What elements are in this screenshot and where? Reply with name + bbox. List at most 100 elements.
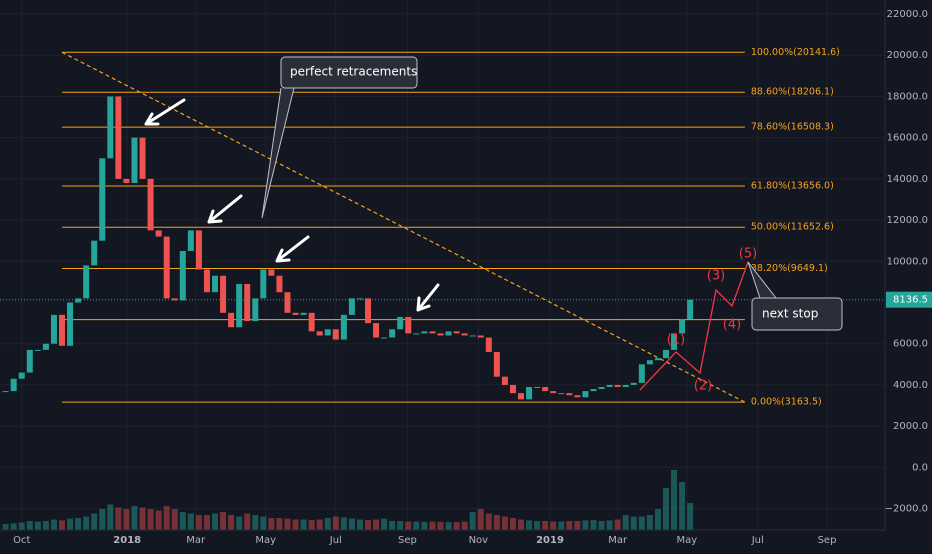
volume-bar (236, 516, 243, 530)
arrows (144, 98, 440, 312)
volume-bar (646, 515, 653, 530)
candle (83, 265, 90, 299)
volume-bar (614, 519, 621, 530)
wave-label: (5) (739, 247, 757, 262)
volume-bar (534, 521, 541, 530)
candle (212, 275, 219, 293)
volume-bar (42, 521, 49, 530)
candle (50, 314, 57, 344)
x-tick-label: May (255, 535, 276, 546)
volume-bar (155, 510, 162, 530)
candle (558, 393, 565, 395)
candle (115, 96, 122, 179)
volume-bar (687, 503, 694, 530)
wave-path (639, 261, 749, 391)
arrow (144, 98, 186, 126)
x-tick-label: Sep (818, 535, 837, 546)
volume-bar (171, 509, 178, 530)
candle (187, 230, 194, 251)
volume-bar (316, 519, 323, 530)
candle (292, 312, 299, 315)
y-tick-label: 0.0 (912, 462, 928, 473)
trendline (61, 51, 746, 403)
y-tick-label: 20000.0 (887, 50, 928, 61)
volume-bar (662, 488, 669, 530)
candle (276, 275, 283, 293)
volume-bar (518, 519, 525, 530)
candle (147, 178, 154, 231)
candle (413, 333, 420, 335)
candle (220, 275, 227, 313)
candle (26, 349, 33, 373)
candle (679, 318, 686, 334)
volume-bar (50, 519, 57, 530)
x-tick-label: Jul (751, 535, 764, 546)
candle (381, 337, 388, 339)
candle (429, 331, 436, 334)
volume-bar (365, 520, 372, 530)
x-tick-label: Nov (469, 535, 489, 546)
wave-label: (3) (707, 269, 725, 284)
candle (405, 316, 412, 334)
volume-bar (606, 520, 613, 530)
candle (526, 386, 533, 400)
candle (550, 391, 557, 394)
arrow (275, 235, 310, 263)
candle (75, 298, 82, 303)
volume-bar (453, 522, 460, 530)
volume-bar (268, 518, 275, 530)
volume-bar (638, 516, 645, 530)
candle (139, 137, 146, 179)
candle (155, 230, 162, 237)
volume-bar (671, 470, 678, 530)
volume-bar (421, 521, 428, 530)
volume-bar (212, 513, 219, 530)
volume-bar (292, 519, 299, 530)
candle (179, 250, 186, 301)
wave-label: (4) (723, 318, 741, 333)
volume-bar (26, 521, 33, 530)
candle (437, 333, 444, 336)
annotation: perfect retracements (290, 65, 417, 79)
candle (630, 382, 637, 385)
candle (654, 358, 661, 361)
candle (284, 292, 291, 313)
candle (236, 283, 243, 328)
volume-bar (179, 512, 186, 530)
callout-box (280, 56, 418, 89)
candle (614, 384, 621, 387)
volume-bar (123, 509, 130, 530)
volume-bar (381, 518, 388, 530)
candle (606, 384, 613, 387)
candle (203, 269, 210, 293)
volume-bar (445, 522, 452, 530)
volume-bar (493, 515, 500, 530)
volume-bar (34, 521, 41, 530)
candle (493, 351, 500, 377)
x-tick-label: Mar (186, 535, 206, 546)
candle (542, 386, 549, 392)
volume-bar (429, 521, 436, 530)
volume-bar (332, 516, 339, 530)
candle (574, 395, 581, 398)
y-tick-label: 10000.0 (887, 256, 928, 267)
x-tick-label: 2018 (113, 535, 141, 546)
volume-bar (115, 507, 122, 530)
x-tick-label: Sep (398, 535, 417, 546)
x-tick-label: Oct (13, 535, 30, 546)
candle (365, 298, 372, 324)
volume-bar (244, 513, 251, 530)
volume-bar (139, 507, 146, 530)
candle (59, 314, 66, 346)
y-tick-label: 4000.0 (893, 380, 928, 391)
candle (397, 316, 404, 330)
volume-bar (356, 519, 363, 530)
volume-bar (91, 513, 98, 530)
candle (646, 360, 653, 365)
candle (389, 329, 396, 338)
candle (469, 335, 476, 337)
fib-label: 50.00%(11652.6) (751, 222, 834, 233)
volume-bar (509, 518, 516, 530)
candle (566, 393, 573, 396)
